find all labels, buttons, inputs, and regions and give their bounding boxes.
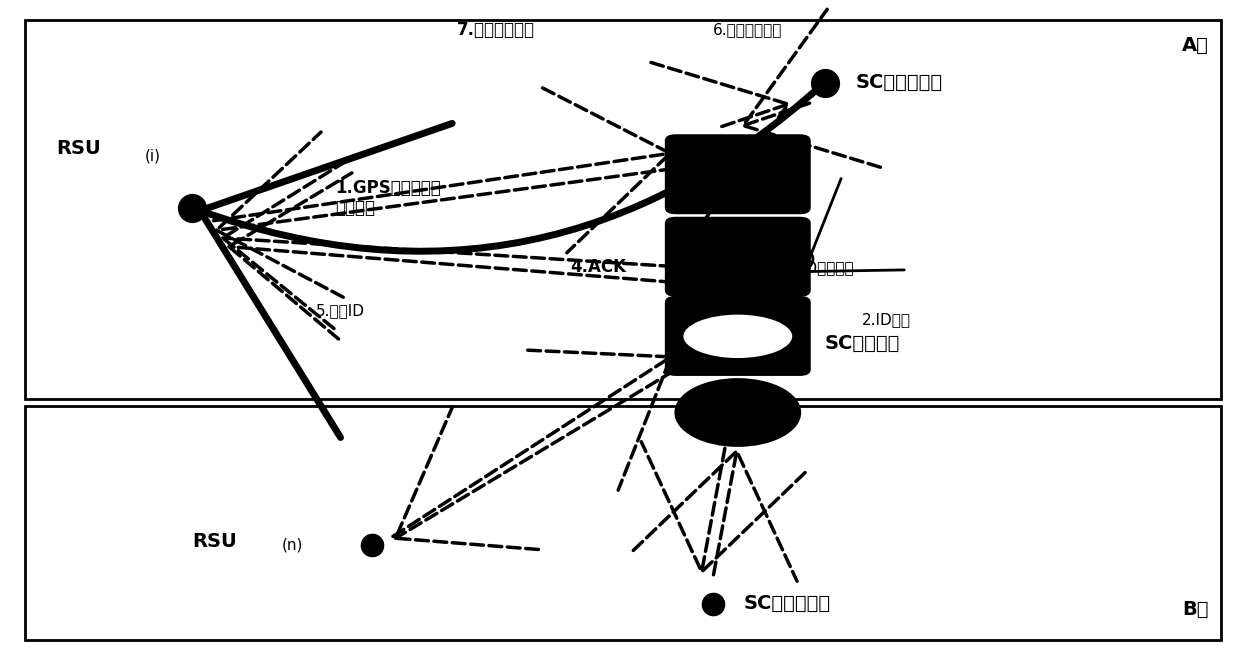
Text: 4.ACK: 4.ACK — [570, 258, 626, 277]
FancyArrowPatch shape — [651, 63, 789, 220]
Bar — [25, 406, 1221, 640]
Text: 6.控制逻辑生成: 6.控制逻辑生成 — [713, 22, 782, 37]
Text: 7.控制逻辑下发: 7.控制逻辑下发 — [458, 20, 534, 39]
Text: 5.分酌ID: 5.分酌ID — [316, 303, 366, 317]
FancyArrowPatch shape — [743, 9, 880, 167]
Ellipse shape — [676, 379, 800, 446]
FancyBboxPatch shape — [666, 135, 810, 213]
FancyBboxPatch shape — [666, 218, 810, 296]
Text: RSU: RSU — [56, 139, 100, 158]
FancyBboxPatch shape — [666, 297, 810, 375]
FancyArrowPatch shape — [634, 451, 797, 581]
FancyArrowPatch shape — [223, 162, 673, 329]
Text: B市: B市 — [1183, 600, 1209, 619]
FancyArrowPatch shape — [393, 350, 671, 537]
FancyArrowPatch shape — [213, 88, 670, 253]
FancyArrowPatch shape — [802, 178, 904, 272]
FancyArrowPatch shape — [641, 442, 805, 572]
Text: (n): (n) — [281, 537, 303, 552]
Text: SC主控服务器: SC主控服务器 — [744, 595, 831, 613]
Bar — [25, 20, 1221, 399]
Text: 3.有新ID设备上线: 3.有新ID设备上线 — [769, 260, 854, 275]
FancyArrowPatch shape — [396, 371, 673, 550]
Ellipse shape — [682, 314, 794, 360]
Text: SC根服务器: SC根服务器 — [825, 334, 900, 352]
Text: (i): (i) — [145, 148, 161, 163]
FancyArrowPatch shape — [229, 173, 673, 339]
FancyArrowPatch shape — [200, 84, 822, 438]
Text: 2.ID生成: 2.ID生成 — [862, 313, 911, 327]
FancyArrowPatch shape — [217, 132, 673, 297]
Text: RSU: RSU — [192, 532, 237, 550]
Text: 1.GPS等位置信息
注册请求: 1.GPS等位置信息 注册请求 — [335, 179, 440, 217]
Text: SC主控服务器: SC主控服务器 — [856, 73, 942, 92]
Text: A市: A市 — [1182, 36, 1209, 55]
